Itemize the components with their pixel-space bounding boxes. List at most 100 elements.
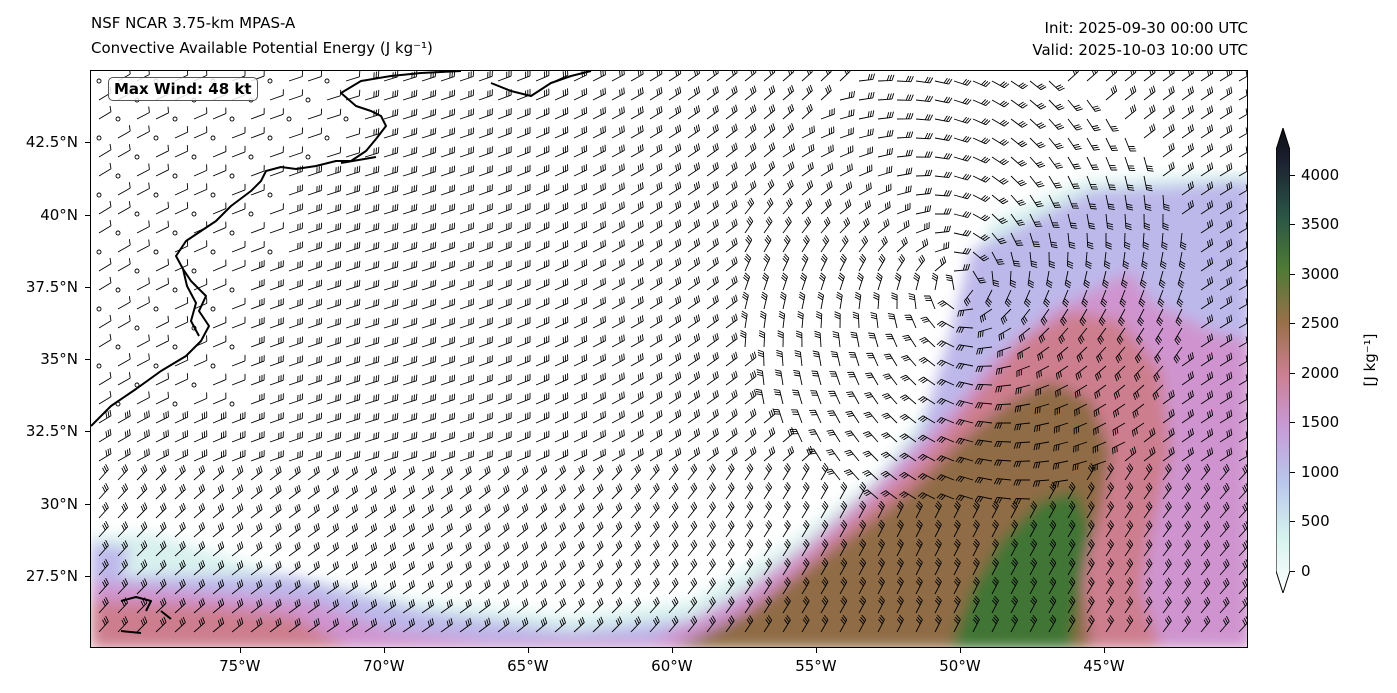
coastline — [91, 71, 592, 634]
colorbar-tick-mark — [1290, 521, 1295, 523]
calm-wind-marker — [210, 363, 216, 369]
calm-wind-marker — [191, 154, 197, 160]
calm-wind-marker — [248, 154, 254, 160]
calm-wind-marker — [96, 363, 102, 369]
lat-tick-label: 30°N — [40, 494, 78, 513]
colorbar-tick-label: 1000 — [1301, 462, 1340, 481]
colorbar-tick-label: 3000 — [1301, 264, 1340, 283]
map-panel: Max Wind: 48 kt — [90, 70, 1248, 648]
colorbar-tick-mark — [1290, 273, 1295, 275]
init-time: Init: 2025-09-30 00:00 UTC — [1044, 19, 1248, 37]
map-canvas — [91, 71, 1247, 647]
lat-tick-mark — [85, 575, 90, 577]
lat-tick-mark — [85, 142, 90, 144]
calm-wind-marker — [229, 230, 235, 236]
calm-wind-marker — [115, 287, 121, 293]
calm-wind-marker — [134, 211, 140, 217]
calm-wind-marker — [267, 135, 273, 141]
max-wind-annotation: Max Wind: 48 kt — [108, 77, 258, 101]
lon-tick-label: 75°W — [219, 657, 261, 675]
calm-wind-marker — [267, 192, 273, 198]
colorbar — [1276, 128, 1290, 593]
coastline-us-east — [91, 71, 462, 427]
calm-wind-marker — [172, 116, 178, 122]
calm-wind-marker — [343, 116, 349, 122]
calm-wind-marker — [210, 306, 216, 312]
calm-wind-marker — [96, 249, 102, 255]
coastline-long-island — [340, 156, 377, 164]
lat-tick-label: 27.5°N — [25, 566, 78, 585]
coastline-bahamas — [120, 596, 172, 634]
calm-wind-marker — [134, 154, 140, 160]
coastline-nova-scotia — [490, 71, 592, 97]
colorbar-tick-mark — [1290, 323, 1295, 325]
lon-tick-mark — [959, 648, 961, 653]
lat-tick-mark — [85, 431, 90, 433]
calm-wind-marker — [229, 401, 235, 407]
field-title: Convective Available Potential Energy (J… — [91, 39, 433, 57]
lat-tick-label: 37.5°N — [25, 277, 78, 296]
colorbar-tick-mark — [1290, 174, 1295, 176]
lat-tick-mark — [85, 214, 90, 216]
lon-tick-label: 50°W — [939, 657, 981, 675]
colorbar-tick-label: 0 — [1301, 562, 1311, 580]
lon-tick-label: 65°W — [507, 657, 549, 675]
colorbar-tick-label: 1500 — [1301, 413, 1340, 432]
calm-wind-marker — [229, 116, 235, 122]
colorbar-tick-label: 4000 — [1301, 165, 1340, 184]
lon-tick-mark — [1103, 648, 1105, 653]
calm-wind-marker — [153, 135, 159, 141]
calm-wind-marker — [305, 154, 311, 160]
calm-wind-marker — [153, 192, 159, 198]
calm-wind-marker — [172, 344, 178, 350]
calm-wind-marker — [229, 287, 235, 293]
calm-wind-marker — [172, 230, 178, 236]
calm-wind-marker — [134, 268, 140, 274]
colorbar-title: [J kg⁻¹] — [1361, 333, 1379, 387]
calm-wind-marker — [286, 116, 292, 122]
colorbar-body — [1276, 128, 1290, 593]
calm-wind-marker — [134, 325, 140, 331]
calm-wind-marker — [229, 173, 235, 179]
calm-wind-marker — [324, 78, 330, 84]
calm-wind-marker — [115, 230, 121, 236]
colorbar-tick-label: 500 — [1301, 512, 1330, 531]
lat-tick-label: 40°N — [40, 205, 78, 224]
calm-wind-marker — [96, 306, 102, 312]
calm-wind-marker — [210, 192, 216, 198]
colorbar-tick-label: 2000 — [1301, 363, 1340, 382]
calm-wind-marker — [153, 363, 159, 369]
lat-tick-mark — [85, 286, 90, 288]
lat-tick-label: 42.5°N — [25, 133, 78, 152]
calm-wind-marker — [267, 249, 273, 255]
colorbar-tick-mark — [1290, 571, 1295, 572]
lon-tick-mark — [239, 648, 241, 653]
lat-tick-label: 35°N — [40, 350, 78, 368]
lon-tick-label: 70°W — [363, 657, 405, 675]
calm-wind-marker — [248, 211, 254, 217]
colorbar-tick-mark — [1290, 471, 1295, 473]
calm-wind-marker — [210, 135, 216, 141]
calm-wind-marker — [134, 382, 140, 388]
calm-wind-marker — [115, 173, 121, 179]
calm-wind-marker — [96, 78, 102, 84]
lon-tick-mark — [815, 648, 817, 653]
cape-3000-region — [951, 491, 1091, 647]
data-boundary-mask — [1191, 71, 1247, 171]
lon-tick-label: 55°W — [795, 657, 837, 675]
lon-tick-mark — [671, 648, 673, 653]
calm-wind-marker — [153, 306, 159, 312]
lat-tick-mark — [85, 503, 90, 505]
lat-tick-label: 32.5°N — [25, 422, 78, 441]
calm-wind-marker — [267, 78, 273, 84]
calm-wind-marker — [210, 249, 216, 255]
valid-time: Valid: 2025-10-03 10:00 UTC — [1032, 41, 1248, 59]
coastline-chesapeake — [182, 268, 200, 337]
calm-wind-marker — [96, 135, 102, 141]
model-title: NSF NCAR 3.75-km MPAS-A — [91, 14, 296, 32]
calm-wind-marker — [229, 344, 235, 350]
lon-tick-label: 45°W — [1083, 657, 1125, 675]
colorbar-tick-label: 3500 — [1301, 215, 1340, 234]
lon-tick-mark — [383, 648, 385, 653]
lat-tick-mark — [85, 359, 90, 360]
